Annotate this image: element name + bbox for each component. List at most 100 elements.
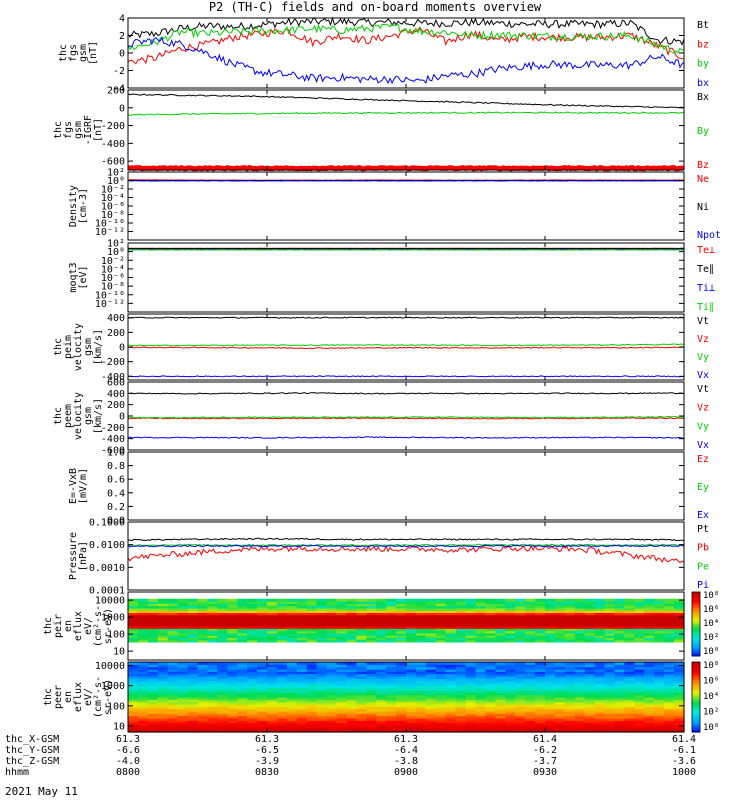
heatmap-cell xyxy=(674,711,685,714)
heatmap-cell xyxy=(227,704,238,707)
heatmap-cell xyxy=(197,676,208,679)
heatmap-cell xyxy=(128,610,139,613)
xaxis-value: -3.7 xyxy=(533,756,557,767)
heatmap-cell xyxy=(425,692,437,696)
heatmap-cell xyxy=(624,690,635,693)
heatmap-cell xyxy=(137,725,149,728)
colorbar-cell xyxy=(692,620,700,623)
heatmap-cell xyxy=(614,699,625,703)
ytick-label: 10⁻⁸ xyxy=(101,210,125,221)
heatmap-cell xyxy=(604,673,616,677)
heatmap-cell xyxy=(425,630,437,634)
heatmap-cell xyxy=(326,727,338,731)
heatmap-cell xyxy=(465,603,477,607)
heatmap-cell xyxy=(604,664,616,668)
heatmap-cell xyxy=(366,662,377,665)
heatmap-cell xyxy=(257,630,268,634)
heatmap-cell xyxy=(415,722,427,726)
heatmap-cell xyxy=(187,603,199,607)
heatmap-cell xyxy=(386,701,397,705)
heatmap-cell xyxy=(247,706,258,710)
heatmap-cell xyxy=(564,614,576,618)
heatmap-cell xyxy=(237,687,248,691)
heatmap-cell xyxy=(654,628,665,632)
heatmap-cell xyxy=(445,713,457,717)
heatmap-cell xyxy=(296,610,308,613)
heatmap-cell xyxy=(535,637,546,641)
heatmap-cell xyxy=(217,711,228,714)
heatmap-cell xyxy=(167,610,179,613)
heatmap-cell xyxy=(495,621,506,625)
heatmap-cell xyxy=(356,683,367,686)
heatmap-cell xyxy=(654,635,665,638)
heatmap-cell xyxy=(644,711,655,714)
heatmap-cell xyxy=(574,692,586,696)
heatmap-cell xyxy=(217,639,228,643)
heatmap-cell xyxy=(326,720,338,724)
heatmap-cell xyxy=(396,612,407,616)
heatmap-cell xyxy=(276,727,288,731)
heatmap-cell xyxy=(267,725,278,728)
panel-ylabel: thc xyxy=(53,338,64,356)
heatmap-cell xyxy=(465,683,477,686)
heatmap-cell xyxy=(296,673,308,677)
heatmap-cell xyxy=(415,711,427,714)
heatmap-cell xyxy=(604,720,616,724)
ytick-label: 10² xyxy=(107,168,125,179)
heatmap-cell xyxy=(366,619,377,623)
heatmap-cell xyxy=(227,610,238,613)
heatmap-cell xyxy=(257,692,268,696)
heatmap-cell xyxy=(634,727,645,731)
heatmap-cell xyxy=(316,711,328,714)
heatmap-cell xyxy=(674,720,685,724)
heatmap-cell xyxy=(137,612,149,616)
heatmap-cell xyxy=(584,685,596,689)
heatmap-cell xyxy=(425,708,437,712)
heatmap-cell xyxy=(554,601,566,604)
heatmap-cell xyxy=(644,628,655,632)
heatmap-cell xyxy=(664,718,675,721)
heatmap-cell xyxy=(247,694,258,698)
heatmap-cell xyxy=(177,678,189,682)
heatmap-cell xyxy=(505,704,516,707)
heatmap-cell xyxy=(167,722,179,726)
colorbar-cell xyxy=(692,716,700,719)
heatmap-cell xyxy=(396,685,407,689)
heatmap-cell xyxy=(396,628,407,632)
heatmap-cell xyxy=(604,676,616,679)
colorbar-cell xyxy=(692,593,700,596)
heatmap-cell xyxy=(545,626,556,629)
heatmap-cell xyxy=(376,729,387,733)
heatmap-cell xyxy=(187,713,199,717)
series-line-By xyxy=(127,111,685,116)
heatmap-cell xyxy=(197,632,208,636)
heatmap-cell xyxy=(157,623,169,627)
heatmap-cell xyxy=(177,706,189,710)
heatmap-cell xyxy=(624,601,635,604)
heatmap-cell xyxy=(664,729,675,733)
heatmap-cell xyxy=(664,614,675,618)
heatmap-cell xyxy=(177,715,189,719)
heatmap-cell xyxy=(545,628,556,632)
heatmap-cell xyxy=(366,610,377,613)
heatmap-cell xyxy=(505,708,516,712)
heatmap-cell xyxy=(475,673,486,677)
heatmap-cell xyxy=(624,621,635,625)
heatmap-cell xyxy=(306,692,318,696)
heatmap-cell xyxy=(525,694,536,698)
heatmap-cell xyxy=(326,692,338,696)
heatmap-cell xyxy=(445,612,457,616)
heatmap-cell xyxy=(435,676,447,679)
heatmap-cell xyxy=(306,687,318,691)
heatmap-cell xyxy=(475,610,486,613)
heatmap-cell xyxy=(614,607,625,611)
heatmap-cell xyxy=(137,720,149,724)
heatmap-cell xyxy=(554,725,566,728)
heatmap-cell xyxy=(545,623,556,627)
heatmap-cell xyxy=(584,664,596,668)
heatmap-cell xyxy=(187,706,199,710)
heatmap-cell xyxy=(296,708,308,712)
heatmap-cell xyxy=(644,614,655,618)
heatmap-cell xyxy=(515,639,526,643)
heatmap-cell xyxy=(644,607,655,611)
